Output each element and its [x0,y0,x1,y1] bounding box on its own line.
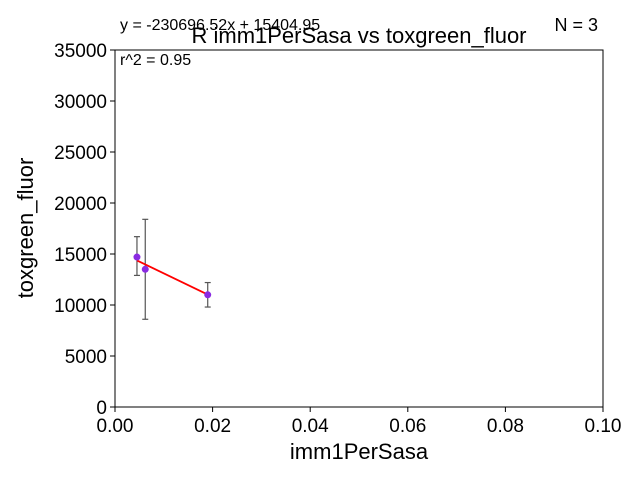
data-point [133,253,141,261]
x-axis-ticks: 0.00 0.02 0.04 0.06 0.08 0.10 [97,407,622,437]
x-tick-label: 0.02 [194,416,231,437]
sample-count: N = 3 [554,15,598,35]
data-point [204,291,212,299]
y-axis-label: toxgreen_fluor [13,158,38,299]
plot-area-frame [114,49,604,408]
regression-line [136,259,209,296]
x-tick-label: 0.06 [389,416,426,437]
y-tick-label: 25000 [54,143,107,164]
y-tick-label: 30000 [54,92,107,113]
y-tick-label: 10000 [54,296,107,317]
fit-equation: y = -230696.52x + 15404.95 [120,17,320,34]
x-tick-label: 0.04 [292,416,329,437]
x-tick-label: 0.10 [585,416,622,437]
x-tick-label: 0.08 [487,416,524,437]
r-squared: r^2 = 0.95 [120,52,191,69]
fit-line-layer [136,259,209,296]
y-tick-label: 20000 [54,194,107,215]
x-axis-label: imm1PerSasa [290,439,429,464]
y-axis-ticks: 0 5000 10000 15000 20000 25000 30000 35000 [54,41,115,419]
data-point [141,265,149,273]
chart-title: R imm1PerSasa vs toxgreen_fluor [191,23,526,48]
data-points [133,253,212,299]
x-tick-label: 0.00 [97,416,134,437]
y-tick-label: 0 [96,398,107,419]
y-tick-label: 15000 [54,245,107,266]
y-tick-label: 5000 [65,347,107,368]
y-tick-label: 35000 [54,41,107,62]
